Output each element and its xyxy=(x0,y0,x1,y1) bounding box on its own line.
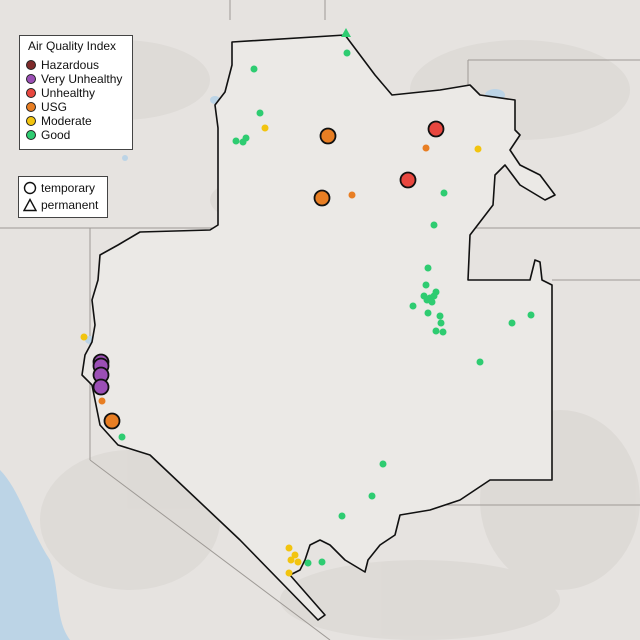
monitor-marker-good[interactable] xyxy=(476,358,484,366)
legend-item-good: Good xyxy=(26,128,70,142)
circle-icon xyxy=(23,181,37,195)
monitor-marker-moderate[interactable] xyxy=(80,333,88,341)
monitor-type-legend: temporary permanent xyxy=(18,176,108,218)
legend-label: Unhealthy xyxy=(41,86,96,100)
monitor-marker-good[interactable] xyxy=(422,281,430,289)
legend-item-hazardous: Hazardous xyxy=(26,58,99,72)
triangle-icon xyxy=(23,198,37,212)
monitor-marker-good-permanent[interactable] xyxy=(341,28,351,37)
monitor-marker-good[interactable] xyxy=(239,138,247,146)
monitor-marker-good[interactable] xyxy=(440,189,448,197)
monitor-marker-good[interactable] xyxy=(436,312,444,320)
usg-swatch-icon xyxy=(26,102,36,112)
monitor-marker-unhealthy[interactable] xyxy=(427,120,445,138)
monitor-marker-good[interactable] xyxy=(430,221,438,229)
very-unhealthy-swatch-icon xyxy=(26,74,36,84)
monitor-marker-moderate[interactable] xyxy=(261,124,269,132)
legend-label: Hazardous xyxy=(41,58,100,72)
legend-label: Good xyxy=(41,128,71,142)
monitor-marker-good[interactable] xyxy=(423,296,431,304)
legend-title: Air Quality Index xyxy=(28,39,117,53)
legend-label: USG xyxy=(41,100,68,114)
monitor-marker-moderate[interactable] xyxy=(474,145,482,153)
monitor-marker-good[interactable] xyxy=(338,512,346,520)
monitor-markers xyxy=(80,28,535,577)
monitor-marker-very-unhealthy[interactable] xyxy=(92,378,110,396)
legend-item-temporary: temporary xyxy=(23,180,95,196)
monitor-marker-moderate[interactable] xyxy=(294,558,302,566)
monitor-marker-good[interactable] xyxy=(232,137,240,145)
monitor-marker-good[interactable] xyxy=(368,492,376,500)
monitor-marker-unhealthy[interactable] xyxy=(399,171,417,189)
moderate-swatch-icon xyxy=(26,116,36,126)
monitor-marker-moderate[interactable] xyxy=(285,544,293,552)
monitor-marker-usg[interactable] xyxy=(348,191,356,199)
monitor-marker-good[interactable] xyxy=(409,302,417,310)
monitor-marker-moderate[interactable] xyxy=(285,569,293,577)
monitor-marker-good[interactable] xyxy=(343,49,351,57)
monitor-marker-good[interactable] xyxy=(250,65,258,73)
monitor-marker-good[interactable] xyxy=(118,433,126,441)
monitor-marker-usg[interactable] xyxy=(313,189,331,207)
monitor-marker-good[interactable] xyxy=(304,559,312,567)
monitor-marker-usg[interactable] xyxy=(98,397,106,405)
hazardous-swatch-icon xyxy=(26,60,36,70)
monitor-marker-good[interactable] xyxy=(437,319,445,327)
legend-label: temporary xyxy=(41,181,96,195)
monitor-marker-good[interactable] xyxy=(424,264,432,272)
legend-item-unhealthy: Unhealthy xyxy=(26,86,95,100)
legend-label: Very Unhealthy xyxy=(41,72,123,86)
legend-label: permanent xyxy=(41,198,99,212)
unhealthy-swatch-icon xyxy=(26,88,36,98)
monitor-marker-good[interactable] xyxy=(430,292,438,300)
monitor-marker-good[interactable] xyxy=(424,309,432,317)
pacific-ocean xyxy=(0,470,70,640)
region-boundary xyxy=(81,34,556,621)
monitor-marker-good[interactable] xyxy=(439,328,447,336)
monitor-marker-good[interactable] xyxy=(318,558,326,566)
good-swatch-icon xyxy=(26,130,36,140)
monitor-marker-usg[interactable] xyxy=(319,127,337,145)
monitor-marker-usg[interactable] xyxy=(103,412,121,430)
legend-item-very-unhealthy: Very Unhealthy xyxy=(26,72,122,86)
monitor-marker-good[interactable] xyxy=(527,311,535,319)
legend-item-permanent: permanent xyxy=(23,197,98,213)
monitor-marker-good[interactable] xyxy=(256,109,264,117)
monitor-marker-good[interactable] xyxy=(432,327,440,335)
legend-item-moderate: Moderate xyxy=(26,114,92,128)
monitor-marker-good[interactable] xyxy=(379,460,387,468)
monitor-marker-good[interactable] xyxy=(508,319,516,327)
monitor-marker-usg[interactable] xyxy=(422,144,430,152)
legend-label: Moderate xyxy=(41,114,92,128)
legend-item-usg: USG xyxy=(26,100,67,114)
monitor-marker-moderate[interactable] xyxy=(287,556,295,564)
monitor-marker-moderate[interactable] xyxy=(291,551,299,559)
aqi-legend: Air Quality Index Hazardous Very Unhealt… xyxy=(19,35,133,150)
